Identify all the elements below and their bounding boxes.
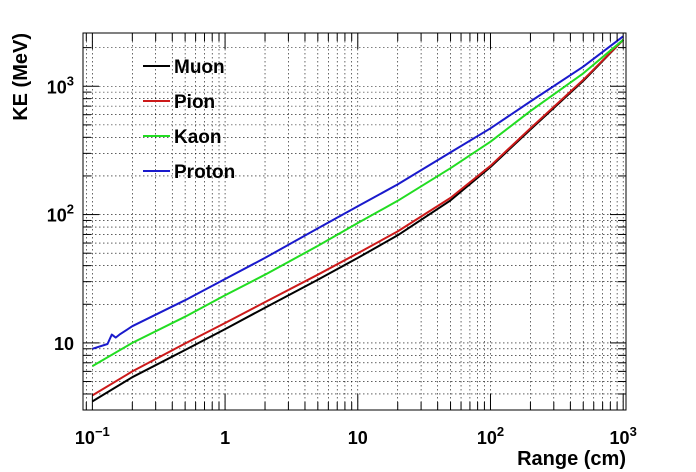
legend: Muon Pion Kaon Proton <box>143 57 235 183</box>
tick-labels: 10−1 1 10 102 103 10 102 103 <box>47 73 637 448</box>
x-axis-title: Range (cm) <box>517 448 626 470</box>
x-tick-label: 1 <box>220 428 230 448</box>
legend-label-pion: Pion <box>174 92 215 113</box>
legend-label-kaon: Kaon <box>174 127 222 148</box>
plot-frame <box>82 32 627 411</box>
series-line-pion <box>91 39 624 397</box>
y-tick-label: 103 <box>47 73 74 97</box>
x-tick-label: 103 <box>610 424 637 448</box>
series-line-proton <box>92 35 624 350</box>
y-axis-title: KE (MeV) <box>10 33 32 121</box>
axis-ticks <box>83 33 626 411</box>
x-tick-label: 102 <box>477 424 504 448</box>
y-tick-label: 10 <box>54 334 74 354</box>
series-line-kaon <box>91 39 624 367</box>
y-tick-label: 102 <box>47 202 74 226</box>
legend-label-proton: Proton <box>174 162 235 183</box>
series-lines <box>91 35 624 403</box>
x-tick-label: 10−1 <box>75 424 110 448</box>
legend-label-muon: Muon <box>174 57 225 78</box>
x-tick-label: 10 <box>348 428 368 448</box>
